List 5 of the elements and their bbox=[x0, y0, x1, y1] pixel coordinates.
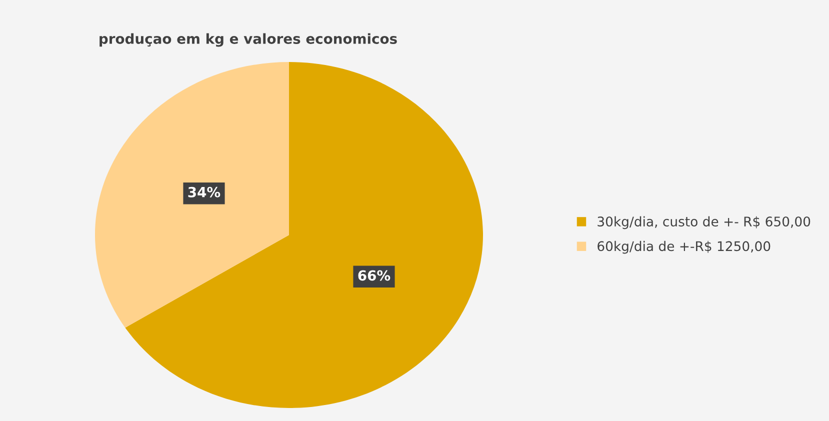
data-label: 66% bbox=[358, 270, 390, 281]
legend-label: 60kg/dia de +-R$ 1250,00 bbox=[598, 240, 770, 254]
legend-label: 30kg/dia, custo de +- R$ 650,00 bbox=[598, 216, 810, 230]
data-label: 34% bbox=[188, 186, 220, 198]
chart-title: produçao em kg e valores economicos bbox=[100, 33, 397, 47]
